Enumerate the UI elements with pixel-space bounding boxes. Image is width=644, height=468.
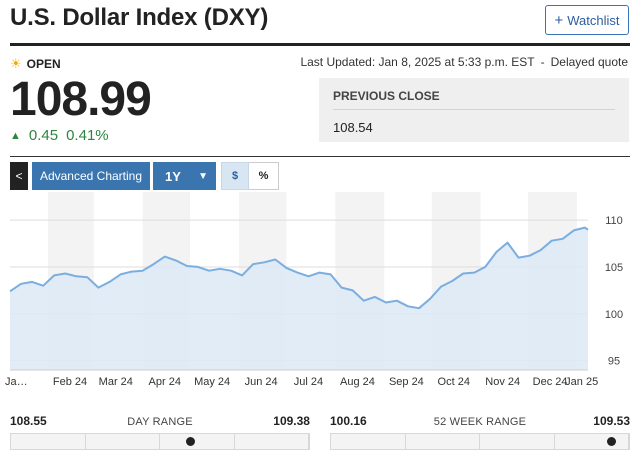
day-range-marker — [185, 437, 195, 446]
y-tick-label: 95 — [608, 356, 620, 368]
dollar-toggle[interactable]: $ — [221, 162, 249, 190]
y-tick-label: 105 — [605, 262, 623, 274]
day-range-label: DAY RANGE — [127, 416, 193, 428]
week52-range-high: 109.53 — [593, 414, 630, 428]
watchlist-label: Watchlist — [567, 12, 620, 28]
y-tick-label: 100 — [605, 309, 623, 321]
x-tick-label: Oct 24 — [438, 376, 470, 388]
previous-close-box: PREVIOUS CLOSE 108.54 — [319, 78, 629, 142]
week52-range-bar — [330, 433, 630, 450]
series-line — [9, 226, 589, 310]
x-tick-label: May 24 — [194, 376, 230, 388]
week52-range-low: 100.16 — [330, 414, 367, 428]
x-tick-label: Aug 24 — [340, 376, 375, 388]
market-status-label: OPEN — [26, 57, 61, 71]
caret-down-icon: ▼ — [198, 170, 208, 182]
day-range-low: 108.55 — [10, 414, 47, 428]
quote-change: ▲ 0.45 0.41% — [10, 127, 109, 144]
collapse-button[interactable]: < — [10, 162, 28, 190]
day-range-high: 109.38 — [273, 414, 310, 428]
price-chart-svg: 95 100 105 110 Ja… Feb 24 Mar 24 Apr 24 May 24 Ju… — [5, 192, 623, 388]
x-tick-label: Sep 24 — [389, 376, 424, 388]
change-percent: 0.41% — [66, 127, 109, 144]
percent-toggle[interactable]: % — [249, 162, 279, 190]
x-tick-label: Ja… — [5, 376, 28, 388]
x-tick-label: Dec 24 — [533, 376, 568, 388]
x-tick-label: Jul 24 — [294, 376, 323, 388]
range-select[interactable]: 1Y ▼ — [153, 162, 216, 190]
delay-note: Delayed quote — [550, 55, 628, 69]
week52-range-labels: 100.16 52 WEEK RANGE 109.53 — [330, 414, 630, 428]
day-range-bar — [10, 433, 310, 450]
week52-range-marker — [607, 437, 617, 446]
chart-toolbar: < Advanced Charting 1Y ▼ $ % — [10, 162, 279, 190]
separator: - — [540, 55, 545, 69]
week52-range: 100.16 52 WEEK RANGE 109.53 — [330, 414, 630, 450]
x-tick-label: Nov 24 — [485, 376, 520, 388]
previous-close-label: PREVIOUS CLOSE — [333, 89, 440, 103]
market-status: ☀ OPEN — [10, 56, 61, 72]
day-range-labels: 108.55 DAY RANGE 109.38 — [10, 414, 310, 428]
plus-icon: + — [554, 11, 564, 29]
last-updated: Last Updated: Jan 8, 2025 at 5:33 p.m. E… — [300, 55, 628, 69]
quote-price: 108.99 — [10, 73, 152, 126]
series-area — [10, 227, 588, 370]
day-range: 108.55 DAY RANGE 109.38 — [10, 414, 310, 450]
up-arrow-icon: ▲ — [10, 129, 21, 142]
x-tick-label: Jan 25 — [565, 376, 598, 388]
header-divider — [10, 43, 630, 46]
x-tick-label: Mar 24 — [99, 376, 133, 388]
change-value: 0.45 — [28, 127, 59, 144]
sun-icon: ☀ — [10, 56, 22, 71]
x-tick-label: Feb 24 — [53, 376, 87, 388]
page-title: U.S. Dollar Index (DXY) — [10, 4, 269, 31]
range-select-value: 1Y — [165, 168, 181, 184]
price-chart[interactable]: 95 100 105 110 Ja… Feb 24 Mar 24 Apr 24 May 24 Ju… — [0, 190, 644, 390]
week52-range-label: 52 WEEK RANGE — [433, 416, 527, 428]
previous-close-divider — [333, 109, 615, 110]
last-updated-text: Last Updated: Jan 8, 2025 at 5:33 p.m. E… — [300, 55, 535, 69]
section-divider — [10, 156, 630, 157]
y-tick-label: 110 — [605, 215, 623, 227]
x-tick-label: Apr 24 — [149, 376, 181, 388]
x-tick-label: Jun 24 — [245, 376, 278, 388]
advanced-charting-button[interactable]: Advanced Charting — [32, 162, 150, 190]
watchlist-button[interactable]: + Watchlist — [545, 5, 629, 35]
previous-close-value: 108.54 — [333, 120, 373, 135]
